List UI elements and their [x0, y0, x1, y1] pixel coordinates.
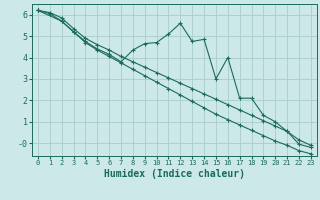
- X-axis label: Humidex (Indice chaleur): Humidex (Indice chaleur): [104, 169, 245, 179]
